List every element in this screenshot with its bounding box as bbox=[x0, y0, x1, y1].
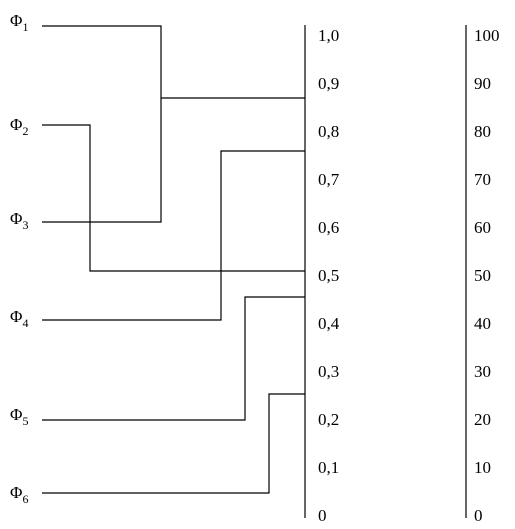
tick-label-left-0: 1,0 bbox=[318, 26, 339, 45]
tick-label-right-6: 40 bbox=[474, 314, 491, 333]
tick-label-left-5: 0,5 bbox=[318, 266, 339, 285]
leaf-label-phi3: Φ3 bbox=[10, 209, 28, 232]
tick-label-right-10: 0 bbox=[474, 506, 483, 525]
tick-label-right-4: 60 bbox=[474, 218, 491, 237]
tick-label-right-1: 90 bbox=[474, 74, 491, 93]
tick-label-left-3: 0,7 bbox=[318, 170, 340, 189]
branch-phi2 bbox=[42, 124, 305, 272]
branch-phi6 bbox=[42, 393, 305, 494]
leaf-label-phi2: Φ2 bbox=[10, 115, 28, 138]
tick-label-left-6: 0,4 bbox=[318, 314, 340, 333]
tick-labels-left: 1,0 0,9 0,8 0,7 0,6 0,5 0,4 0,3 0,2 0,1 0 bbox=[318, 26, 340, 525]
tick-label-right-3: 70 bbox=[474, 170, 491, 189]
leaf-label-phi1: Φ1 bbox=[10, 11, 28, 34]
tick-label-left-1: 0,9 bbox=[318, 74, 339, 93]
tick-label-left-7: 0,3 bbox=[318, 362, 339, 381]
leaf-label-phi6: Φ6 bbox=[10, 483, 28, 506]
branch-phi5 bbox=[42, 296, 305, 421]
dendrogram-branches bbox=[42, 25, 305, 494]
tick-label-right-9: 10 bbox=[474, 458, 491, 477]
leaf-label-phi4: Φ4 bbox=[10, 307, 28, 330]
leaf-label-phi5: Φ5 bbox=[10, 405, 28, 428]
tick-label-right-7: 30 bbox=[474, 362, 491, 381]
tick-label-left-8: 0,2 bbox=[318, 410, 339, 429]
tick-label-left-9: 0,1 bbox=[318, 458, 339, 477]
tick-label-left-4: 0,6 bbox=[318, 218, 339, 237]
branch-phi1-phi3 bbox=[42, 25, 162, 223]
tick-label-right-8: 20 bbox=[474, 410, 491, 429]
tick-label-left-10: 0 bbox=[318, 506, 327, 525]
tick-label-right-2: 80 bbox=[474, 122, 491, 141]
leaf-labels: Φ1 Φ2 Φ3 Φ4 Φ5 Φ6 bbox=[10, 11, 28, 506]
tick-label-left-2: 0,8 bbox=[318, 122, 339, 141]
tick-label-right-0: 100 bbox=[474, 26, 500, 45]
tick-label-right-5: 50 bbox=[474, 266, 491, 285]
branch-phi4 bbox=[42, 150, 305, 321]
